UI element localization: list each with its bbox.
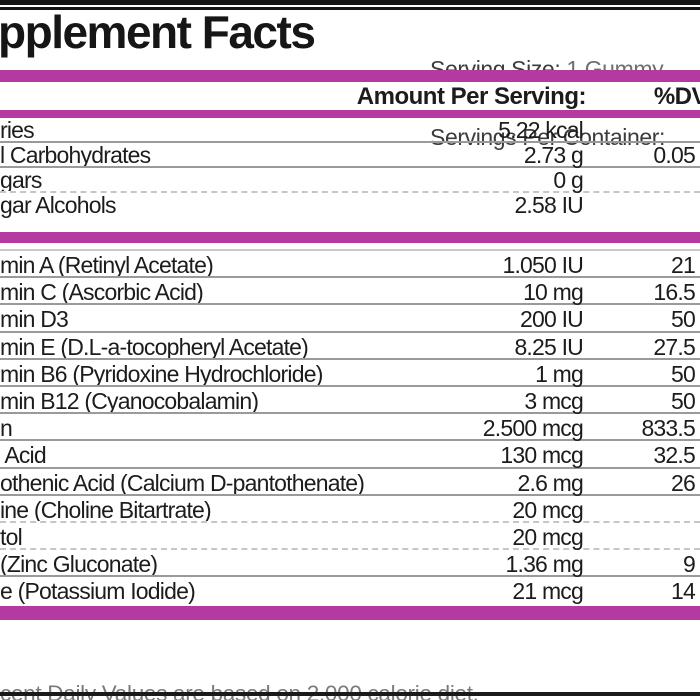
nutrient-dv	[583, 500, 700, 521]
nutrient-name: e (Potassium Iodide)	[0, 581, 196, 605]
nutrient-amount: 0 g	[553, 167, 583, 193]
nutrient-rows-macros: ries 5.22 kcal l Carbohydrates 2.73 g 0.…	[0, 118, 700, 218]
nutrient-amount: 20 mcg	[512, 523, 583, 550]
nutrient-name: gars	[0, 170, 42, 191]
nutrient-dv	[583, 527, 700, 548]
amount-per-serving-header: Amount Per Serving:	[356, 83, 587, 110]
nutrient-dv	[583, 120, 700, 141]
nutrient-name: tol	[0, 526, 23, 549]
top-border-inner-line	[0, 7, 700, 10]
nutrient-name: gar Alcohols	[0, 195, 117, 218]
nutrient-dv: 50	[671, 387, 696, 414]
nutrient-amount: 2.500 mcg	[482, 415, 584, 442]
table-row: ine (Choline Bitartrate) 20 mcg	[0, 496, 700, 523]
nutrient-dv: 16.5	[653, 279, 695, 306]
nutrient-name: min A (Retinyl Acetate)	[0, 255, 214, 277]
nutrient-rows-vitamins: min A (Retinyl Acetate) 1.050 IU 21 min …	[0, 249, 700, 604]
accent-bar-middle	[0, 232, 700, 243]
table-row: l Carbohydrates 2.73 g 0.05	[0, 143, 700, 168]
nutrient-name: min C (Ascorbic Acid)	[0, 282, 204, 304]
accent-bar-bottom	[0, 606, 700, 620]
table-row: (Zinc Gluconate) 1.36 mg 9	[0, 550, 700, 578]
nutrient-dv: 833.5	[641, 415, 695, 442]
table-row: gar Alcohols 2.58 IU	[0, 193, 700, 218]
nutrient-dv	[583, 195, 700, 218]
nutrient-name: min D3	[0, 309, 69, 331]
footnotes: cent Daily Values are based on 2,000 cal…	[0, 635, 700, 700]
nutrient-dv: 21	[671, 252, 696, 278]
accent-bar-header	[0, 110, 700, 118]
nutrient-dv	[583, 170, 700, 191]
nutrient-amount: 8.25 IU	[514, 333, 583, 360]
table-column-headers: Amount Per Serving: %DV	[0, 84, 700, 110]
nutrient-name: ine (Choline Bitartrate)	[0, 499, 212, 521]
page-title: pplement Facts	[0, 6, 316, 58]
nutrient-dv: 9	[683, 551, 696, 578]
nutrient-dv: 27.5	[653, 333, 695, 360]
nutrient-amount: 20 mcg	[512, 496, 583, 523]
table-row: min A (Retinyl Acetate) 1.050 IU 21	[0, 251, 700, 279]
table-row: min D3 200 IU 50	[0, 305, 700, 333]
table-row: min B6 (Pyridoxine Hydrochloride) 1 mg 5…	[0, 360, 700, 387]
nutrient-name: ries	[0, 120, 35, 141]
nutrient-dv: 32.5	[653, 442, 695, 469]
nutrient-name: othenic Acid (Calcium D-pantothenate)	[0, 472, 365, 494]
nutrient-amount: 2.73 g	[523, 142, 584, 168]
nutrient-amount: 2.58 IU	[514, 192, 583, 218]
table-row: gars 0 g	[0, 168, 700, 193]
nutrient-name: n	[0, 418, 13, 440]
nutrient-amount: 10 mg	[523, 279, 584, 306]
table-row: Acid 130 mcg 32.5	[0, 441, 700, 469]
nutrient-amount: 2.6 mg	[517, 469, 583, 496]
accent-bar-top	[0, 70, 700, 82]
table-row: min E (D.L-a-tocopheryl Acetate) 8.25 IU…	[0, 333, 700, 360]
table-row: min B12 (Cyanocobalamin) 3 mcg 50	[0, 387, 700, 415]
nutrient-name: min E (D.L-a-tocopheryl Acetate)	[0, 336, 309, 358]
nutrient-amount: 3 mcg	[524, 387, 583, 414]
nutrient-dv: 14	[671, 578, 696, 605]
nutrient-amount: 130 mcg	[500, 442, 583, 469]
table-row: tol 20 mcg	[0, 523, 700, 551]
nutrient-amount: 1.36 mg	[505, 551, 583, 578]
nutrient-dv: 0.05	[653, 142, 695, 168]
nutrient-dv: 26	[671, 469, 696, 496]
table-row: min C (Ascorbic Acid) 10 mg 16.5	[0, 278, 700, 306]
nutrient-amount: 21 mcg	[512, 578, 583, 605]
nutrient-name: Acid	[0, 445, 46, 467]
nutrient-amount: 5.22 kcal	[498, 117, 584, 143]
footnote-daily-values: cent Daily Values are based on 2,000 cal…	[0, 681, 479, 700]
percent-dv-header: %DV	[653, 83, 700, 110]
nutrient-dv: 50	[671, 306, 696, 333]
table-row: othenic Acid (Calcium D-pantothenate) 2.…	[0, 469, 700, 496]
nutrient-name: l Carbohydrates	[0, 145, 151, 166]
nutrient-name: min B12 (Cyanocobalamin)	[0, 390, 259, 413]
nutrient-amount: 1.050 IU	[502, 252, 583, 278]
table-row: e (Potassium Iodide) 21 mcg 14	[0, 577, 700, 604]
table-row: n 2.500 mcg 833.5	[0, 414, 700, 442]
bottom-border	[0, 692, 700, 696]
nutrient-dv: 50	[671, 360, 696, 387]
nutrient-name: min B6 (Pyridoxine Hydrochloride)	[0, 363, 323, 385]
top-border	[0, 0, 700, 5]
nutrient-amount: 1 mg	[535, 360, 584, 387]
nutrient-name: (Zinc Gluconate)	[0, 554, 158, 576]
table-row: ries 5.22 kcal	[0, 118, 700, 143]
nutrient-amount: 200 IU	[520, 306, 584, 333]
